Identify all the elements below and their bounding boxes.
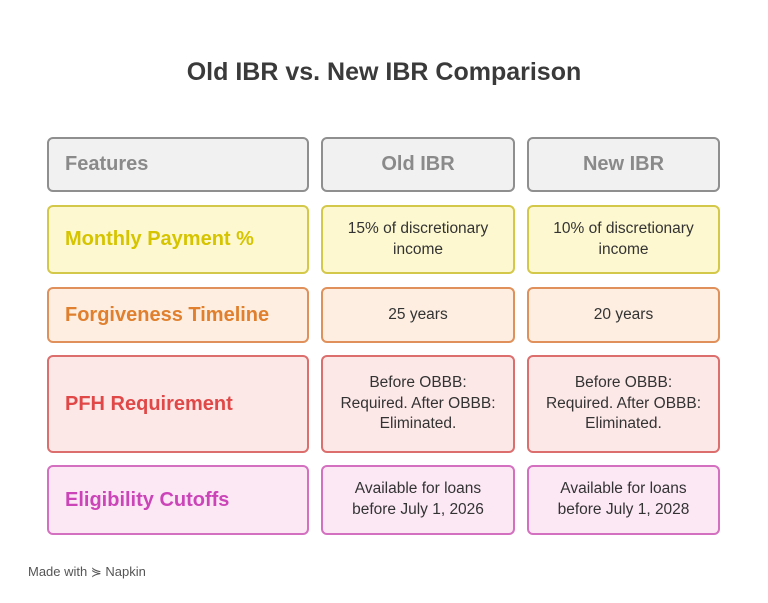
value-cell: 20 years <box>527 287 720 343</box>
feature-cell: Monthly Payment % <box>47 205 309 274</box>
value-cell: Old IBR <box>321 137 515 192</box>
value-cell: Available for loans before July 1, 2026 <box>321 465 515 535</box>
value-cell: 10% of discretionary income <box>527 205 720 274</box>
feature-cell: Forgiveness Timeline <box>47 287 309 343</box>
value-cell: Before OBBB: Required. After OBBB: Elimi… <box>527 355 720 453</box>
brand: Napkin <box>105 564 146 579</box>
value-cell: Before OBBB: Required. After OBBB: Elimi… <box>321 355 515 453</box>
value-cell: New IBR <box>527 137 720 192</box>
value-cell: Available for loans before July 1, 2028 <box>527 465 720 535</box>
title: Old IBR vs. New IBR Comparison <box>186 58 582 86</box>
made-with: Made with <box>28 564 88 579</box>
footer: Made with ⋟ Napkin <box>28 564 146 579</box>
feature-cell: Eligibility Cutoffs <box>47 465 309 535</box>
feature-cell: Features <box>47 137 309 192</box>
value-cell: 25 years <box>321 287 515 343</box>
feature-cell: PFH Requirement <box>47 355 309 453</box>
value-cell: 15% of discretionary income <box>321 205 515 274</box>
